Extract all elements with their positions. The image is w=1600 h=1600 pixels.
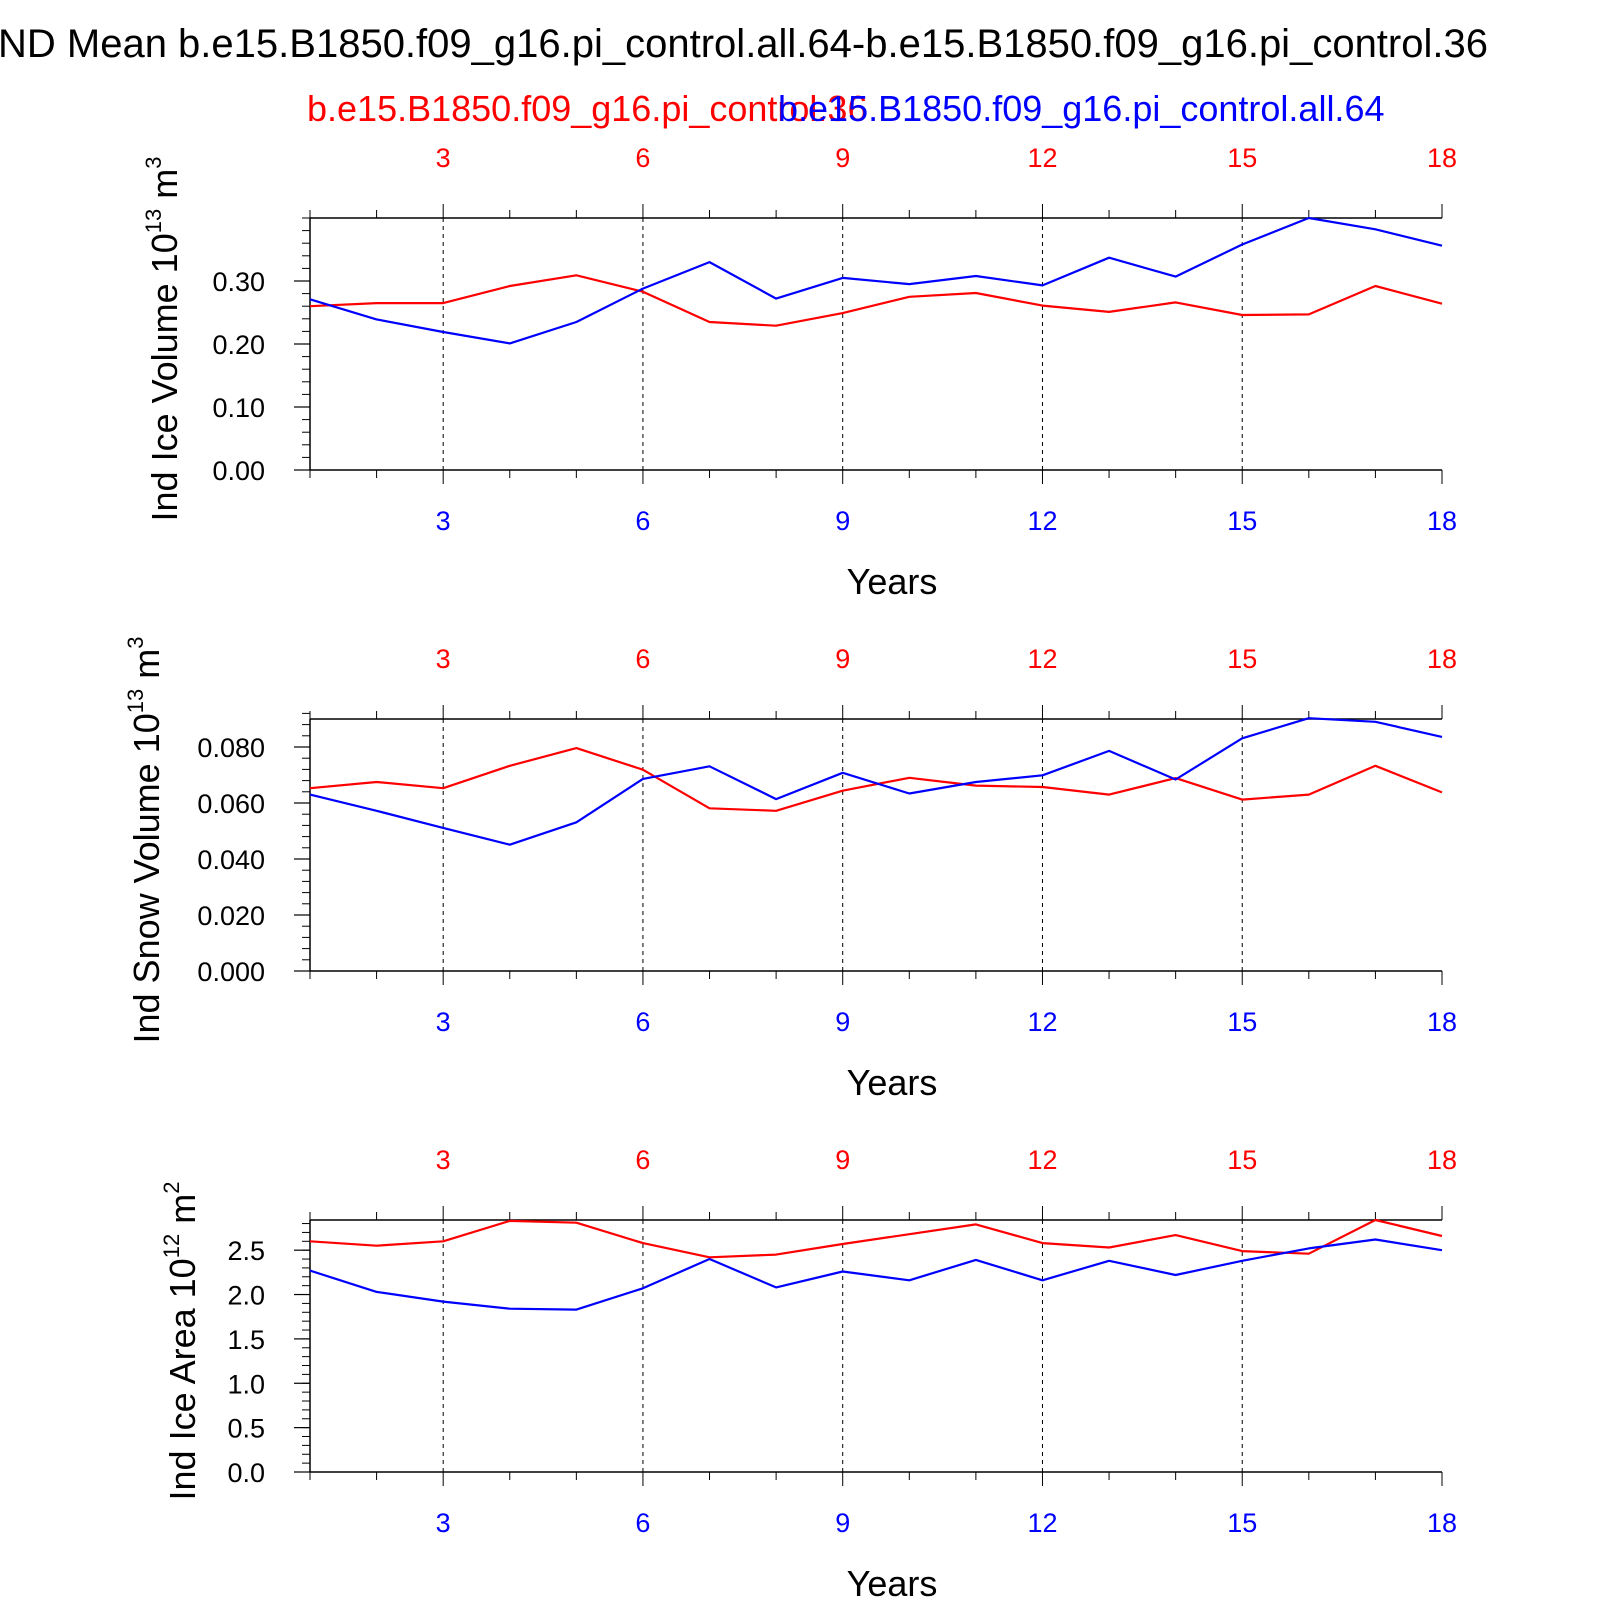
- x-tick-label-top: 15: [1227, 644, 1257, 674]
- y-axis-title: Ind Ice Volume 1013 m3: [141, 157, 185, 522]
- y-tick-label: 0.060: [197, 789, 265, 819]
- y-tick-label: 0.10: [212, 393, 265, 423]
- x-tick-label-bottom: 6: [635, 506, 650, 536]
- x-tick-label-top: 12: [1027, 644, 1057, 674]
- y-axis-title-exponent: 12: [159, 1234, 184, 1258]
- x-tick-label-top: 9: [835, 1145, 850, 1175]
- legend-series-blue: b.e15.B1850.f09_g16.pi_control.all.64: [778, 88, 1385, 129]
- x-tick-label-bottom: 18: [1427, 506, 1457, 536]
- series-line-red: [309, 274, 1443, 327]
- chart-title: ND Mean b.e15.B1850.f09_g16.pi_control.a…: [0, 22, 1488, 66]
- x-axis-title: Years: [847, 561, 938, 602]
- y-axis-title-text: Ind Ice Volume 10: [144, 233, 185, 521]
- x-tick-label-top: 6: [635, 143, 650, 173]
- panel-1: 3 3 6 6 9 9 12 12 15 15 18 18 0.00 0.10 0.20 0.30 Years I…: [141, 143, 1457, 602]
- y-axis-title-text: Ind Snow Volume 10: [126, 713, 167, 1043]
- x-tick-label-bottom: 3: [436, 1007, 451, 1037]
- y-tick-label: 0.5: [227, 1414, 265, 1444]
- x-tick-label-bottom: 12: [1027, 506, 1057, 536]
- series-line-red: [309, 746, 1443, 812]
- y-axis-title-unit-exponent: 2: [159, 1182, 184, 1194]
- x-tick-label-top: 3: [436, 644, 451, 674]
- x-tick-label-top: 3: [436, 143, 451, 173]
- x-tick-label-top: 6: [635, 1145, 650, 1175]
- y-tick-label: 0.080: [197, 733, 265, 763]
- x-tick-label-bottom: 9: [835, 506, 850, 536]
- y-axis-title: Ind Snow Volume 1013 m3: [123, 637, 167, 1044]
- y-axis-title-unit: m: [144, 169, 185, 209]
- x-tick-label-top: 9: [835, 143, 850, 173]
- x-tick-label-top: 3: [436, 1145, 451, 1175]
- x-tick-label-bottom: 18: [1427, 1007, 1457, 1037]
- x-tick-label-bottom: 6: [635, 1007, 650, 1037]
- y-tick-label: 0.00: [212, 456, 265, 486]
- x-tick-label-top: 18: [1427, 644, 1457, 674]
- x-tick-label-bottom: 6: [635, 1508, 650, 1538]
- y-axis-title-unit: m: [162, 1194, 203, 1234]
- y-tick-label: 0.30: [212, 267, 265, 297]
- x-tick-label-top: 15: [1227, 1145, 1257, 1175]
- y-tick-label: 1.5: [227, 1325, 265, 1355]
- x-tick-label-bottom: 12: [1027, 1508, 1057, 1538]
- x-tick-label-top: 6: [635, 644, 650, 674]
- y-tick-label: 0.20: [212, 330, 265, 360]
- series-line-blue: [309, 216, 1443, 345]
- x-tick-label-bottom: 3: [436, 506, 451, 536]
- y-axis-title-exponent: 13: [123, 689, 148, 713]
- x-tick-label-bottom: 18: [1427, 1508, 1457, 1538]
- x-tick-label-top: 18: [1427, 1145, 1457, 1175]
- x-axis-title: Years: [847, 1563, 938, 1600]
- y-tick-label: 1.0: [227, 1369, 265, 1399]
- panel-2: 3 3 6 6 9 9 12 12 15 15 18 18 0.000 0.020 0.040 0.060 0.…: [123, 637, 1457, 1103]
- y-tick-label: 0.0: [227, 1458, 265, 1488]
- x-tick-label-bottom: 9: [835, 1007, 850, 1037]
- legend-series-red: b.e15.B1850.f09_g16.pi_control.36: [307, 88, 868, 129]
- series-line-blue: [309, 717, 1443, 846]
- x-tick-label-top: 12: [1027, 1145, 1057, 1175]
- y-tick-label: 0.000: [197, 957, 265, 987]
- y-tick-label: 0.040: [197, 845, 265, 875]
- y-tick-label: 2.0: [227, 1281, 265, 1311]
- y-axis-title-unit-exponent: 3: [141, 157, 166, 169]
- y-tick-label: 0.020: [197, 901, 265, 931]
- x-axis-title: Years: [847, 1062, 938, 1103]
- x-tick-label-bottom: 15: [1227, 1508, 1257, 1538]
- series-line-blue: [309, 1238, 1443, 1311]
- y-axis-title-unit-exponent: 3: [123, 637, 148, 649]
- x-tick-label-bottom: 9: [835, 1508, 850, 1538]
- series-line-red: [309, 1218, 1443, 1259]
- y-tick-label: 2.5: [227, 1236, 265, 1266]
- x-tick-label-top: 18: [1427, 143, 1457, 173]
- x-tick-label-bottom: 3: [436, 1508, 451, 1538]
- x-tick-label-bottom: 12: [1027, 1007, 1057, 1037]
- y-axis-title-unit: m: [126, 649, 167, 689]
- x-tick-label-top: 15: [1227, 143, 1257, 173]
- x-tick-label-top: 12: [1027, 143, 1057, 173]
- y-axis-title: Ind Ice Area 1012 m2: [159, 1182, 203, 1501]
- x-tick-label-bottom: 15: [1227, 506, 1257, 536]
- panel-3: 3 3 6 6 9 9 12 12 15 15 18 18 0.0 0.5 1.0 1.5 2.0 2.5 Year…: [159, 1145, 1457, 1600]
- x-tick-label-bottom: 15: [1227, 1007, 1257, 1037]
- y-axis-title-text: Ind Ice Area 10: [162, 1258, 203, 1500]
- y-axis-title-exponent: 13: [141, 209, 166, 233]
- x-tick-label-top: 9: [835, 644, 850, 674]
